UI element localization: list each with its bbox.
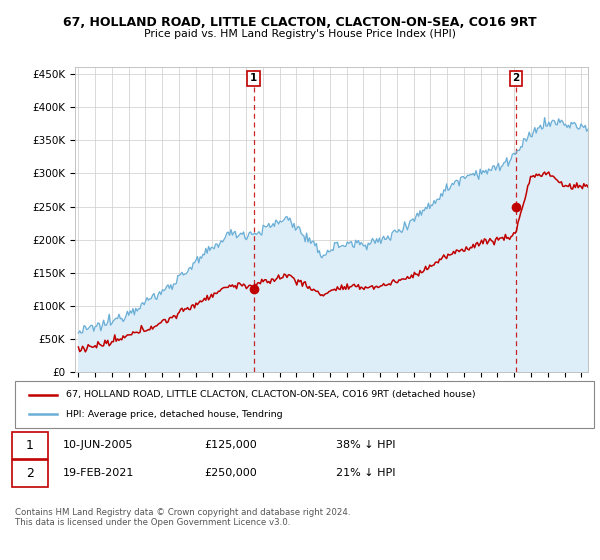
Text: £125,000: £125,000 — [204, 440, 257, 450]
Text: 19-FEB-2021: 19-FEB-2021 — [63, 468, 134, 478]
Text: 1: 1 — [26, 438, 34, 452]
Text: Price paid vs. HM Land Registry's House Price Index (HPI): Price paid vs. HM Land Registry's House … — [144, 29, 456, 39]
Text: £250,000: £250,000 — [204, 468, 257, 478]
Text: 2: 2 — [512, 73, 520, 83]
Text: Contains HM Land Registry data © Crown copyright and database right 2024.
This d: Contains HM Land Registry data © Crown c… — [15, 508, 350, 528]
Text: 38% ↓ HPI: 38% ↓ HPI — [336, 440, 395, 450]
Text: 10-JUN-2005: 10-JUN-2005 — [63, 440, 133, 450]
Text: 1: 1 — [250, 73, 257, 83]
Text: 21% ↓ HPI: 21% ↓ HPI — [336, 468, 395, 478]
Text: 67, HOLLAND ROAD, LITTLE CLACTON, CLACTON-ON-SEA, CO16 9RT (detached house): 67, HOLLAND ROAD, LITTLE CLACTON, CLACTO… — [66, 390, 476, 399]
Text: 2: 2 — [26, 466, 34, 480]
Text: HPI: Average price, detached house, Tendring: HPI: Average price, detached house, Tend… — [66, 410, 283, 419]
Text: 67, HOLLAND ROAD, LITTLE CLACTON, CLACTON-ON-SEA, CO16 9RT: 67, HOLLAND ROAD, LITTLE CLACTON, CLACTO… — [63, 16, 537, 29]
